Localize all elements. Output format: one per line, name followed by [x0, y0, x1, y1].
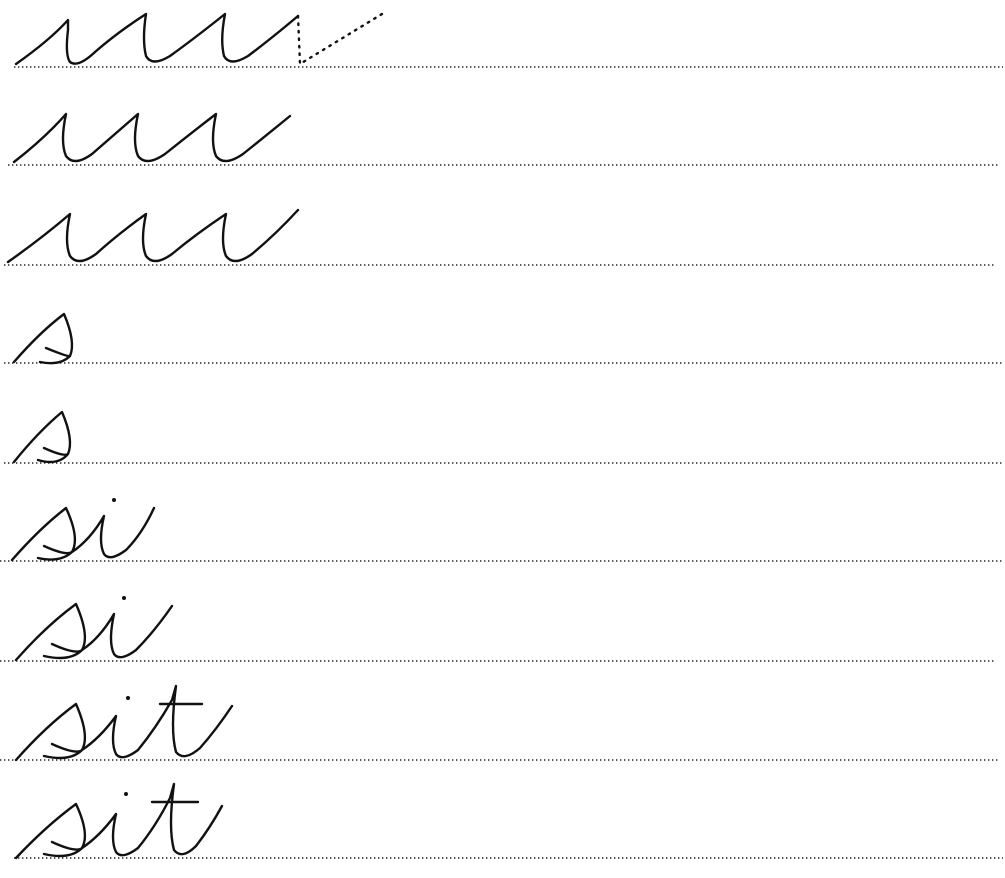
cursive-uuu-3 [6, 208, 300, 264]
practice-row-8 [0, 684, 998, 762]
practice-row-5 [4, 410, 1003, 464]
cursive-si-1 [10, 506, 156, 562]
practice-row-1 [14, 12, 1003, 68]
cursive-uuu-1 [14, 12, 300, 66]
cursive-s-2 [12, 410, 72, 464]
cursive-sit-1 [14, 684, 234, 762]
practice-row-6 [0, 498, 1003, 562]
i-dot-2 [122, 596, 126, 600]
cursive-uuu-2 [12, 112, 292, 164]
i-dot-4 [124, 792, 128, 796]
tracing-guide-1 [296, 12, 384, 67]
i-dot-1 [112, 498, 116, 502]
cursive-s-1 [12, 312, 74, 365]
practice-row-9 [14, 782, 1003, 860]
practice-row-7 [0, 596, 995, 662]
cursive-si-2 [14, 602, 174, 662]
i-dot-3 [126, 696, 130, 700]
practice-row-4 [4, 312, 1003, 365]
cursive-sit-2 [14, 782, 224, 860]
practice-row-3 [4, 208, 995, 266]
practice-row-2 [8, 112, 998, 166]
